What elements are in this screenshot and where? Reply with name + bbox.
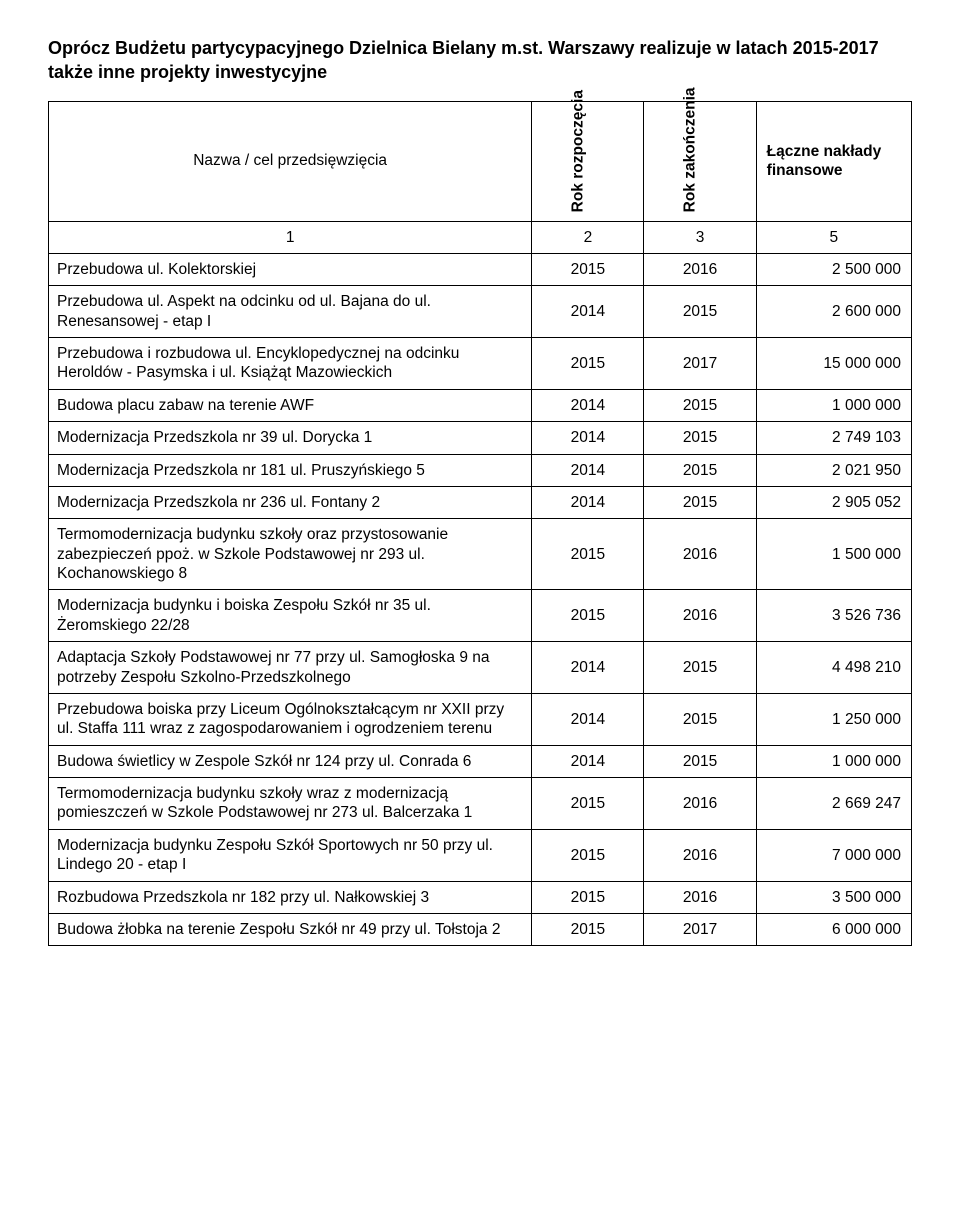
- col-header-start-label: Rok rozpoczęcia: [569, 90, 588, 212]
- cell-amount: 15 000 000: [756, 338, 911, 390]
- cell-name: Modernizacja Przedszkola nr 39 ul. Doryc…: [49, 422, 532, 454]
- cell-name: Przebudowa ul. Aspekt na odcinku od ul. …: [49, 286, 532, 338]
- cell-name: Modernizacja budynku Zespołu Szkół Sport…: [49, 829, 532, 881]
- cell-end-year: 2016: [644, 253, 756, 285]
- cell-start-year: 2014: [532, 693, 644, 745]
- cell-start-year: 2015: [532, 778, 644, 830]
- cell-start-year: 2014: [532, 286, 644, 338]
- cell-name: Modernizacja budynku i boiska Zespołu Sz…: [49, 590, 532, 642]
- cell-end-year: 2015: [644, 693, 756, 745]
- intro-paragraph: Oprócz Budżetu partycypacyjnego Dzielnic…: [48, 36, 912, 85]
- cell-end-year: 2016: [644, 881, 756, 913]
- table-row: Modernizacja budynku i boiska Zespołu Sz…: [49, 590, 912, 642]
- cell-amount: 2 749 103: [756, 422, 911, 454]
- cell-end-year: 2015: [644, 454, 756, 486]
- cell-end-year: 2015: [644, 642, 756, 694]
- cell-amount: 3 526 736: [756, 590, 911, 642]
- cell-end-year: 2015: [644, 745, 756, 777]
- cell-end-year: 2016: [644, 829, 756, 881]
- col-header-name: Nazwa / cel przedsięwzięcia: [49, 101, 532, 221]
- cell-start-year: 2015: [532, 913, 644, 945]
- table-row: Przebudowa i rozbudowa ul. Encyklopedycz…: [49, 338, 912, 390]
- cell-name: Rozbudowa Przedszkola nr 182 przy ul. Na…: [49, 881, 532, 913]
- col-header-total: Łączne nakłady finansowe: [756, 101, 911, 221]
- table-row: Budowa świetlicy w Zespole Szkół nr 124 …: [49, 745, 912, 777]
- cell-amount: 1 000 000: [756, 389, 911, 421]
- cell-end-year: 2016: [644, 778, 756, 830]
- cell-start-year: 2015: [532, 590, 644, 642]
- cell-amount: 2 905 052: [756, 486, 911, 518]
- cell-end-year: 2015: [644, 389, 756, 421]
- cell-amount: 1 250 000: [756, 693, 911, 745]
- cell-name: Termomodernizacja budynku szkoły wraz z …: [49, 778, 532, 830]
- col-header-end-label: Rok zakończenia: [681, 88, 700, 213]
- cell-amount: 2 669 247: [756, 778, 911, 830]
- projects-table: Nazwa / cel przedsięwzięcia Rok rozpoczę…: [48, 101, 912, 947]
- cell-start-year: 2014: [532, 389, 644, 421]
- cell-amount: 2 021 950: [756, 454, 911, 486]
- cell-amount: 2 600 000: [756, 286, 911, 338]
- cell-start-year: 2014: [532, 454, 644, 486]
- cell-start-year: 2015: [532, 519, 644, 590]
- col-num-4: 5: [756, 221, 911, 253]
- table-row: Przebudowa boiska przy Liceum Ogólnokszt…: [49, 693, 912, 745]
- cell-start-year: 2015: [532, 253, 644, 285]
- table-row: Modernizacja Przedszkola nr 181 ul. Prus…: [49, 454, 912, 486]
- cell-name: Budowa świetlicy w Zespole Szkół nr 124 …: [49, 745, 532, 777]
- cell-amount: 2 500 000: [756, 253, 911, 285]
- cell-start-year: 2015: [532, 881, 644, 913]
- cell-start-year: 2014: [532, 642, 644, 694]
- cell-amount: 1 000 000: [756, 745, 911, 777]
- table-row: Modernizacja budynku Zespołu Szkół Sport…: [49, 829, 912, 881]
- cell-amount: 7 000 000: [756, 829, 911, 881]
- cell-start-year: 2014: [532, 422, 644, 454]
- table-number-row: 1 2 3 5: [49, 221, 912, 253]
- col-num-2: 2: [532, 221, 644, 253]
- cell-end-year: 2015: [644, 422, 756, 454]
- cell-amount: 3 500 000: [756, 881, 911, 913]
- cell-start-year: 2014: [532, 745, 644, 777]
- col-header-end: Rok zakończenia: [644, 101, 756, 221]
- cell-amount: 6 000 000: [756, 913, 911, 945]
- cell-end-year: 2017: [644, 913, 756, 945]
- col-num-3: 3: [644, 221, 756, 253]
- table-row: Przebudowa ul. Aspekt na odcinku od ul. …: [49, 286, 912, 338]
- table-row: Budowa placu zabaw na terenie AWF2014201…: [49, 389, 912, 421]
- cell-name: Przebudowa boiska przy Liceum Ogólnokszt…: [49, 693, 532, 745]
- table-row: Modernizacja Przedszkola nr 236 ul. Font…: [49, 486, 912, 518]
- cell-amount: 4 498 210: [756, 642, 911, 694]
- table-row: Przebudowa ul. Kolektorskiej201520162 50…: [49, 253, 912, 285]
- cell-end-year: 2017: [644, 338, 756, 390]
- cell-name: Modernizacja Przedszkola nr 181 ul. Prus…: [49, 454, 532, 486]
- table-row: Budowa żłobka na terenie Zespołu Szkół n…: [49, 913, 912, 945]
- cell-start-year: 2015: [532, 338, 644, 390]
- table-header-row: Nazwa / cel przedsięwzięcia Rok rozpoczę…: [49, 101, 912, 221]
- table-row: Rozbudowa Przedszkola nr 182 przy ul. Na…: [49, 881, 912, 913]
- cell-name: Adaptacja Szkoły Podstawowej nr 77 przy …: [49, 642, 532, 694]
- cell-name: Modernizacja Przedszkola nr 236 ul. Font…: [49, 486, 532, 518]
- cell-name: Przebudowa ul. Kolektorskiej: [49, 253, 532, 285]
- cell-name: Budowa placu zabaw na terenie AWF: [49, 389, 532, 421]
- cell-end-year: 2016: [644, 590, 756, 642]
- col-header-start: Rok rozpoczęcia: [532, 101, 644, 221]
- table-row: Termomodernizacja budynku szkoły wraz z …: [49, 778, 912, 830]
- cell-end-year: 2015: [644, 286, 756, 338]
- cell-end-year: 2015: [644, 486, 756, 518]
- cell-start-year: 2015: [532, 829, 644, 881]
- table-row: Adaptacja Szkoły Podstawowej nr 77 przy …: [49, 642, 912, 694]
- cell-name: Przebudowa i rozbudowa ul. Encyklopedycz…: [49, 338, 532, 390]
- table-row: Termomodernizacja budynku szkoły oraz pr…: [49, 519, 912, 590]
- table-row: Modernizacja Przedszkola nr 39 ul. Doryc…: [49, 422, 912, 454]
- col-num-1: 1: [49, 221, 532, 253]
- cell-amount: 1 500 000: [756, 519, 911, 590]
- cell-name: Termomodernizacja budynku szkoły oraz pr…: [49, 519, 532, 590]
- cell-start-year: 2014: [532, 486, 644, 518]
- cell-end-year: 2016: [644, 519, 756, 590]
- cell-name: Budowa żłobka na terenie Zespołu Szkół n…: [49, 913, 532, 945]
